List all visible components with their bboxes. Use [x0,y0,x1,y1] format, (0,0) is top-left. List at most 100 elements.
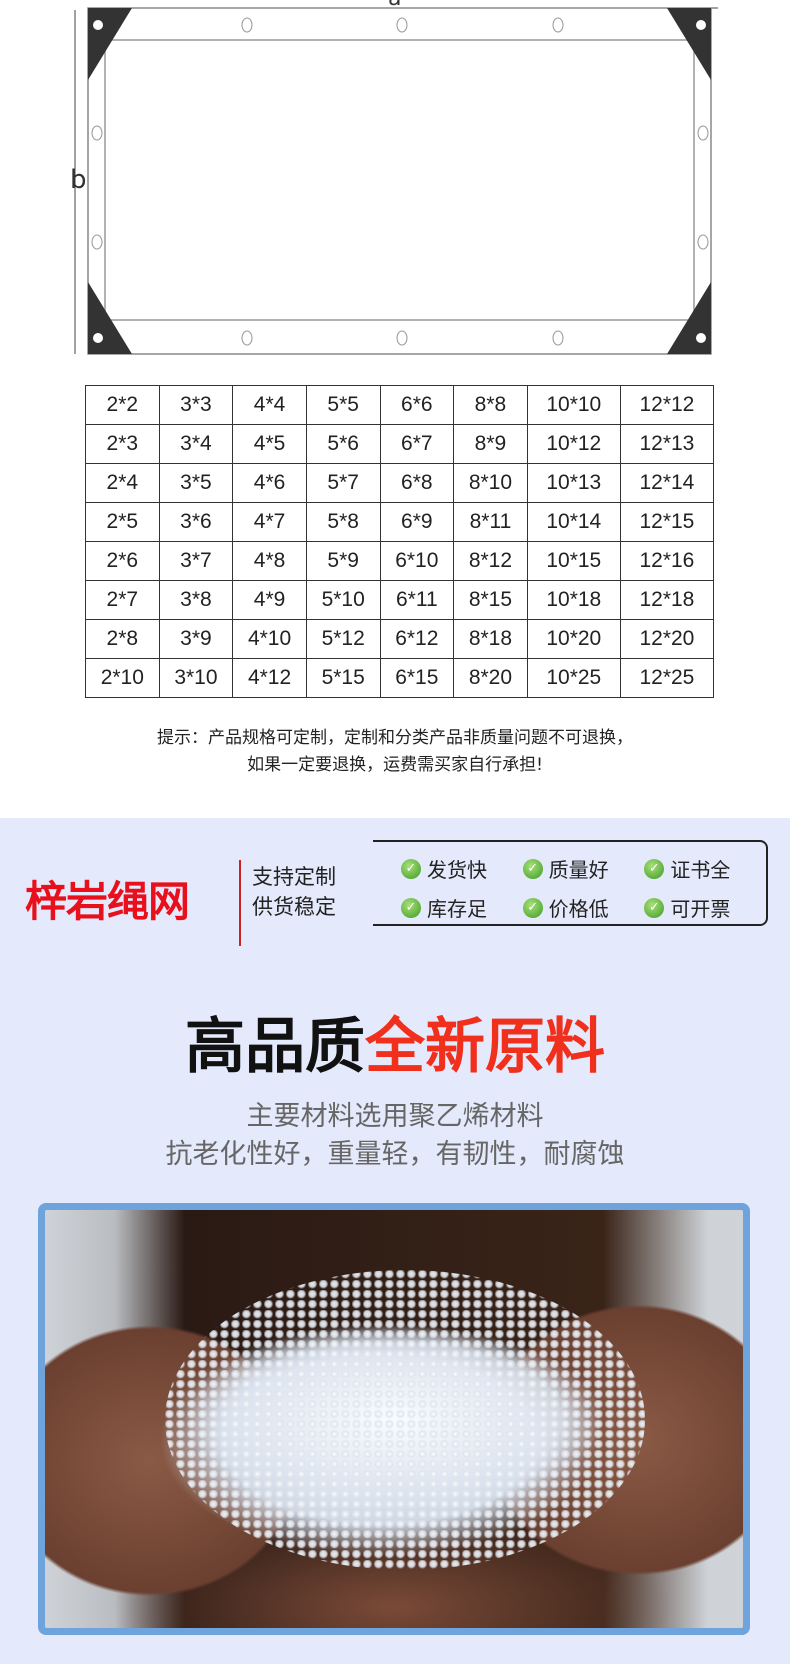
check-icon: ✓ [522,858,543,879]
slogan-line-2: 供货稳定 [252,895,336,919]
size-cell: 2*5 [85,502,160,542]
badge: ✓ 发货快 [401,852,523,885]
size-cell: 8*20 [453,658,528,698]
size-cell: 5*12 [305,619,381,659]
size-cell: 10*14 [526,502,621,542]
headline-red: 全新原料 [365,1012,605,1082]
size-cell: 10*18 [526,580,621,620]
brand-slogan: 支持定制 供货稳定 [252,862,336,922]
size-cell: 5*7 [305,463,381,503]
badge-label: 可开票 [670,897,731,921]
pe-pellets [165,1270,645,1570]
table-row: 2*10 3*10 4*12 5*15 6*15 8*20 10*25 12*25 [85,658,715,698]
size-cell: 10*13 [526,463,621,503]
size-cell: 5*5 [305,385,381,425]
tip-line-2: 如果一定要退换，运费需买家自行承担! [247,755,543,775]
check-icon: ✓ [644,858,665,879]
size-cell: 5*15 [305,658,381,698]
badge: ✓ 证书全 [644,852,766,885]
size-cell: 3*8 [158,580,234,620]
tarp-dimension-diagram [74,7,718,355]
size-cell: 10*15 [526,541,621,581]
size-cell: 6*8 [379,463,455,503]
size-cell: 8*9 [453,424,528,464]
subtitle-line-1: 主要材料选用聚乙烯材料 [246,1101,544,1132]
spec-section: a b 2*23*34*45*56*68*810*1012*122*33*44*… [0,0,790,818]
size-cell: 4*12 [232,658,307,698]
size-cell: 2*7 [85,580,160,620]
size-cell: 10*20 [526,619,621,659]
size-cell: 12*25 [619,658,715,698]
size-cell: 3*10 [158,658,234,698]
dimension-b-label: b [70,165,87,195]
size-cell: 4*9 [232,580,307,620]
size-cell: 5*10 [305,580,381,620]
feature-badges: ✓ 发货快 ✓ 质量好 ✓ 证书全 ✓ 库存足 ✓ 价格低 ✓ 可开票 [373,840,768,926]
size-cell: 6*7 [379,424,455,464]
table-row: 2*3 3*4 4*5 5*6 6*7 8*9 10*12 12*13 [85,424,715,464]
badge: ✓ 质量好 [522,852,645,885]
size-cell: 6*11 [379,580,455,620]
size-table: 2*2 3*3 4*4 5*5 6*6 8*8 10*10 12*12 2*3 3*4 4*5 5*6… [85,385,715,698]
headline: 高品质全新原料 [0,998,790,1085]
size-cell: 10*25 [526,658,621,698]
size-cell: 5*8 [305,502,381,542]
size-cell: 12*18 [619,580,715,620]
size-cell: 4*10 [232,619,307,659]
headline-black: 高品质 [185,1012,365,1082]
badge-label: 库存足 [427,897,487,921]
size-cell: 10*10 [526,385,621,425]
slogan-line-1: 支持定制 [252,865,336,889]
size-cell: 2*2 [85,385,160,425]
size-cell: 6*10 [379,541,455,581]
size-cell: 4*5 [232,424,307,464]
size-cell: 12*15 [619,502,715,542]
table-row: 2*4 3*5 4*6 5*7 6*8 8*10 10*13 12*14 [85,463,715,503]
size-cell: 8*8 [453,385,528,425]
divider [239,860,241,946]
pellets-photo-frame [38,1203,750,1635]
size-cell: 2*10 [85,658,160,698]
size-cell: 12*13 [619,424,715,464]
subtitle-line-2: 抗老化性好，重量轻，有韧性，耐腐蚀 [165,1139,625,1170]
size-cell: 8*10 [453,463,528,503]
badge-label: 证书全 [670,858,731,882]
size-cell: 3*9 [158,619,234,659]
size-cell: 8*12 [453,541,528,581]
brand-logo: 梓岩绳网 [25,877,190,926]
check-icon: ✓ [644,897,665,918]
size-cell: 2*3 [85,424,160,464]
badge: ✓ 价格低 [522,891,645,924]
badge: ✓ 可开票 [644,891,766,924]
size-cell: 10*12 [526,424,621,464]
size-cell: 3*7 [158,541,234,581]
size-cell: 4*8 [232,541,307,581]
size-cell: 2*6 [85,541,160,581]
table-row: 2*8 3*9 4*10 5*12 6*12 8*18 10*20 12*20 [85,619,715,659]
size-cell: 12*14 [619,463,715,503]
size-cell: 3*3 [158,385,234,425]
badge-label: 质量好 [548,858,609,882]
size-cell: 3*5 [158,463,234,503]
size-cell: 6*15 [379,658,455,698]
size-cell: 12*16 [619,541,715,581]
badge-label: 发货快 [427,858,487,882]
badge: ✓ 库存足 [401,891,523,924]
size-cell: 12*20 [619,619,715,659]
size-cell: 8*15 [453,580,528,620]
badge-label: 价格低 [548,897,609,921]
size-cell: 8*18 [453,619,528,659]
check-icon: ✓ [401,858,421,879]
size-cell: 8*11 [453,502,528,542]
dimension-a-label: a [388,0,401,11]
size-cell: 4*6 [232,463,307,503]
material-section: 梓岩绳网 支持定制 供货稳定 ✓ 发货快 ✓ 质量好 ✓ 证书全 ✓ 库存足 ✓ 价格低 … [0,818,790,1664]
check-icon: ✓ [401,897,421,918]
size-cell: 6*6 [379,385,455,425]
size-cell: 5*6 [305,424,381,464]
size-cell: 5*9 [305,541,381,581]
size-cell: 4*4 [232,385,307,425]
table-row: 2*5 3*6 4*7 5*8 6*9 8*11 10*14 12*15 [85,502,715,542]
size-cell: 12*12 [619,385,715,425]
size-cell: 3*4 [158,424,234,464]
